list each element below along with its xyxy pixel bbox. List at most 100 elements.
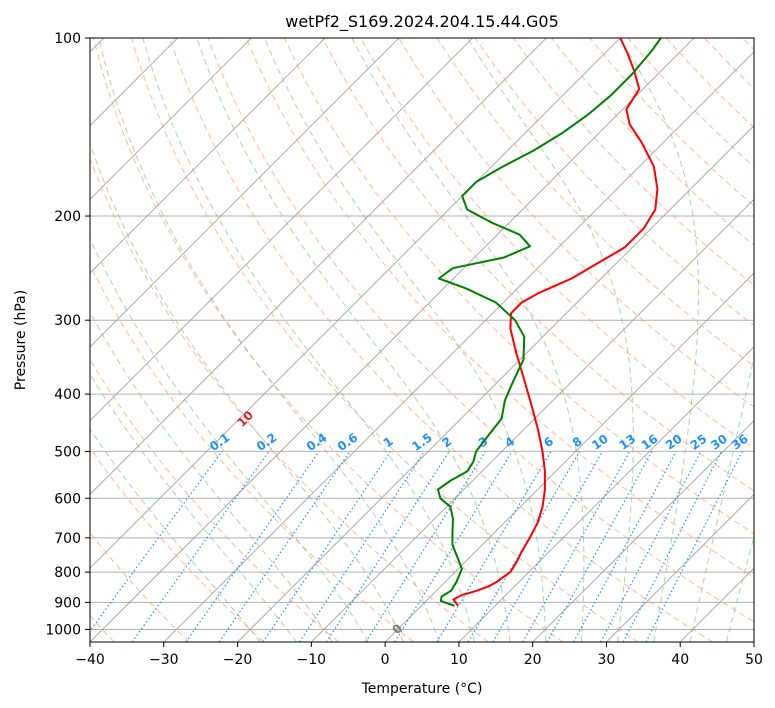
moist-adiabat-line [90,427,261,642]
mixing-ratio-label: 25 [688,432,710,453]
isotherm-line [311,198,754,642]
mixing-ratio-label: 16 [639,432,661,453]
y-tick-label: 500 [54,444,81,460]
moist-adiabat-line [689,354,754,642]
moist-adiabat-line [98,38,440,642]
dry-adiabat-line [742,38,754,51]
x-tick-label: 0 [381,652,390,668]
dry-adiabat-line [398,38,754,408]
mixing-ratio-label: 4 [502,434,517,450]
temperature-profile-line [452,38,659,607]
isotherm-line [532,420,754,642]
mixing-ratio-line [218,451,351,642]
isotherm-line [90,38,252,200]
isotherm-line [606,493,754,642]
x-tick-label: −10 [297,652,327,668]
y-tick-label: 900 [54,595,81,611]
mixing-ratio-line [185,451,320,642]
dry-adiabat-line [322,38,754,492]
moist-adiabat-line [726,535,754,642]
plot-frame [89,37,755,643]
mixing-ratio-line [394,451,513,642]
mixing-ratio-label: 36 [729,432,751,453]
mixing-ratio-line [90,451,223,632]
y-tick-label: 1000 [45,622,81,638]
isotherm-line [237,124,754,642]
isotherm-line [679,567,754,642]
chart-title: wetPf2_S169.2024.204.15.44.G05 [285,12,559,32]
moist-adiabat-line [351,38,585,642]
series-layer [437,38,662,607]
y-axis: 100 200 300 400 500 600 700 800 900 1000 [45,31,90,638]
isotherm-line [90,38,326,274]
mixing-ratio-label: 0.6 [335,430,360,454]
mixing-ratio-line [645,451,743,642]
mixing-ratio-line [436,451,552,642]
y-tick-label: 800 [54,565,81,581]
x-tick-label: 10 [450,652,468,668]
isotherm-line [90,38,547,496]
dry-adiabat-line [90,263,414,642]
x-tick-label: −30 [149,652,179,668]
dry-adiabat-line [90,157,489,642]
isotherm-line [90,38,695,642]
dry-adiabat-line [92,38,564,642]
dry-adiabat-line [551,38,754,246]
isotherm-line [163,51,754,642]
mixing-ratio-label: 1 [381,434,396,450]
dry-adiabat-line [512,38,754,286]
dry-adiabat-line [131,38,639,642]
x-tick-label: 50 [745,652,763,668]
x-tick-label: −20 [223,652,253,668]
dry-adiabat-line [436,38,754,367]
moist-adiabat-line [90,142,405,642]
isotherm-line [384,272,754,642]
mixing-ratio-line [325,451,450,642]
isotherm-line [90,38,473,422]
x-axis: −40 −30 −20 −10 0 10 20 30 40 50 [75,642,763,668]
x-tick-label: 40 [671,652,689,668]
dry-adiabat-line [474,38,754,326]
mixing-ratio-line [522,451,631,642]
mixing-ratio-line [262,451,392,642]
y-tick-label: 700 [54,531,81,547]
dry-adiabat-line [589,38,754,207]
x-tick-label: −40 [75,652,105,668]
dry-adiabat-line [90,358,339,642]
dry-adiabat-line [90,447,265,642]
x-tick-label: 20 [524,652,542,668]
x-axis-label: Temperature (°C) [361,681,483,697]
mixing-ratio-line [492,451,603,642]
moist-adiabat-line [196,38,511,642]
y-tick-label: 600 [54,491,81,507]
dry-adiabat-line [627,38,754,168]
moist-adiabat-line [618,38,699,642]
dewpoint-profile-line [437,38,662,607]
mixing-ratio-line [365,451,486,642]
mixing-ratio-label: 8 [570,434,585,450]
moist-adiabat-line [90,237,369,642]
background-lines [90,38,754,642]
moist-adiabat-line [90,373,297,642]
mixing-ratio-label: 13 [617,432,639,453]
mixing-ratio-line [573,451,677,642]
y-axis-label: Pressure (hPa) [13,290,29,390]
moist-adiabat-line [264,38,547,642]
y-tick-label: 400 [54,387,81,403]
dry-adiabat-line [169,38,713,642]
mixing-ratio-label: 30 [708,432,730,453]
mixing-ratio-line [131,451,270,642]
mixing-ratio-line [546,451,653,642]
moist-adiabat-line [90,311,333,642]
y-tick-label: 300 [54,313,81,329]
dry-adiabat-line [665,38,754,129]
dry-adiabat-label: 0 [389,621,405,637]
dry-adiabat-line [207,38,754,623]
mixing-ratio-line [600,451,702,642]
isotherm-line [458,346,754,642]
x-tick-label: 30 [598,652,616,668]
mixing-ratio-line [467,451,581,642]
dry-adiabat-line [283,38,754,535]
isotherm-line [753,641,754,642]
